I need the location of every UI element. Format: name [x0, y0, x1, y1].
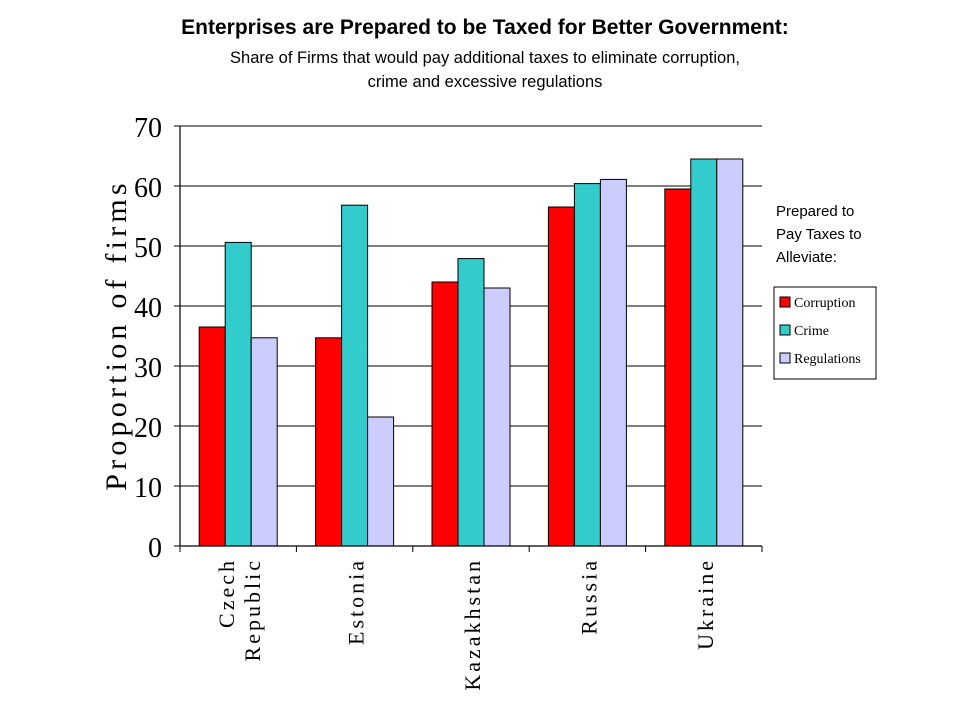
legend-label-crime: Crime: [794, 324, 829, 339]
legend-heading: Prepared to Pay Taxes to Alleviate:: [776, 200, 926, 269]
legend-heading-line-3: Alleviate:: [776, 249, 837, 266]
legend: Corruption Crime Regulations: [773, 286, 877, 380]
legend-heading-line-2: Pay Taxes to: [776, 226, 862, 243]
x-tick-label-group: Czech Republic: [214, 558, 265, 661]
bar-crime: [457, 258, 485, 547]
bar-crime: [573, 183, 601, 547]
bar-regulations: [483, 287, 511, 547]
x-tick-label-group: Kazakhstan: [460, 558, 485, 691]
x-tick-label: Russia: [576, 558, 601, 635]
bar-regulations: [599, 178, 627, 547]
bar-corruption: [198, 326, 226, 547]
bar-regulations: [367, 416, 395, 547]
y-tick-label: 60: [134, 173, 162, 204]
x-tick-label: Ukraine: [693, 558, 718, 650]
y-tick-label: 70: [134, 113, 162, 144]
y-tick-label: 20: [134, 413, 162, 444]
subtitle-line-2: crime and excessive regulations: [367, 73, 603, 91]
bar-corruption: [664, 188, 692, 547]
bars: [198, 158, 744, 547]
legend-heading-line-1: Prepared to: [776, 203, 855, 220]
x-tick-label: Republic: [240, 558, 265, 661]
axes: [174, 125, 763, 552]
bar-crime: [341, 204, 369, 547]
x-tick-label: Kazakhstan: [460, 558, 485, 691]
legend-label-corruption: Corruption: [794, 296, 855, 311]
legend-label-regulations: Regulations: [794, 352, 861, 367]
bar-corruption: [547, 206, 575, 547]
legend-swatch-corruption: [779, 296, 791, 308]
legend-swatch-crime: [779, 324, 791, 336]
y-tick-label: 0: [148, 533, 162, 564]
bar-regulations: [250, 337, 278, 547]
chart-title: Enterprises are Prepared to be Taxed for…: [181, 16, 789, 39]
bar-corruption: [431, 281, 459, 547]
x-tick-label-group: Ukraine: [693, 558, 718, 650]
bar-corruption: [315, 337, 343, 547]
x-tick-label-group: Estonia: [344, 558, 369, 645]
bar-crime: [224, 241, 252, 547]
subtitle-line-1: Share of Firms that would pay additional…: [230, 49, 740, 67]
y-tick-label: 50: [134, 233, 162, 264]
x-tick-label: Estonia: [344, 558, 369, 645]
y-tick-label: 30: [134, 353, 162, 384]
x-tick-labels: Czech Republic Estonia Kazakhstan Russia Ukra…: [214, 558, 718, 691]
x-tick-label-group: Russia: [576, 558, 601, 635]
bar-crime: [690, 158, 718, 547]
x-tick-label: Czech: [214, 558, 239, 628]
y-tick-label: 40: [134, 293, 162, 324]
legend-box: [773, 286, 877, 380]
chart-subtitle: Share of Firms that would pay additional…: [0, 46, 960, 94]
y-tick-label: 10: [134, 473, 162, 504]
legend-swatch-regulations: [779, 352, 791, 364]
bar-regulations: [716, 158, 744, 547]
y-tick-labels: 0 10 20 30 40 50 60 70: [134, 113, 162, 564]
y-axis-label: Proportion of firms: [100, 179, 133, 490]
